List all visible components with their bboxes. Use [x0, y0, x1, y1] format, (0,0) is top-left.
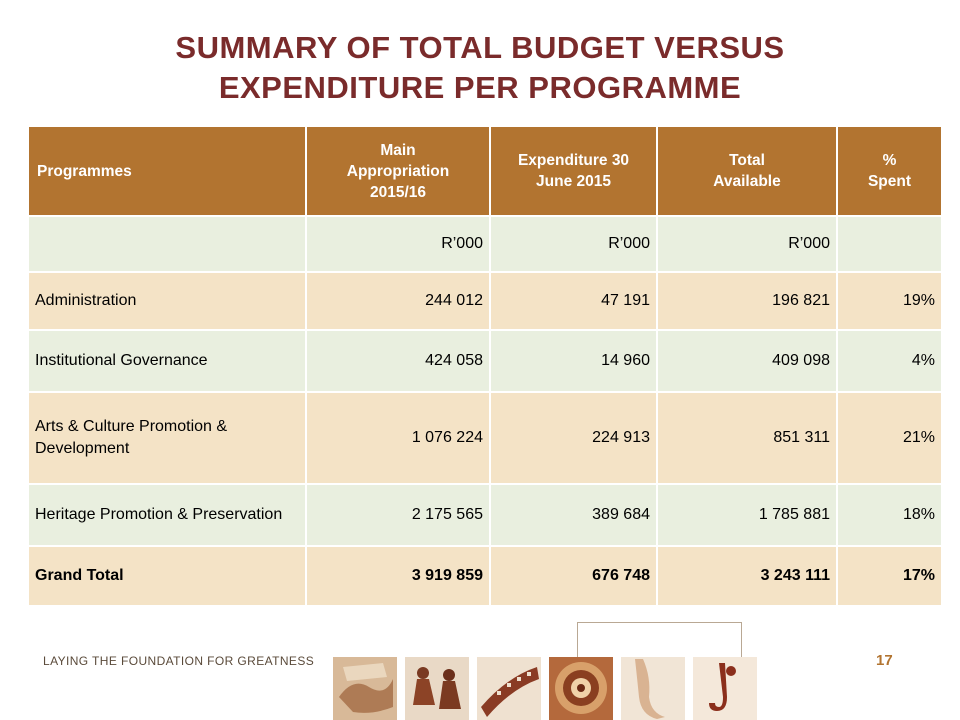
- programme-name: Institutional Governance: [27, 329, 307, 393]
- page-title: SUMMARY OF TOTAL BUDGET VERSUS EXPENDITU…: [0, 28, 960, 108]
- expenditure-value: 389 684: [489, 483, 658, 547]
- header-expenditure: Expenditure 30 June 2015: [489, 125, 658, 217]
- table-row: Institutional Governance 424 058 14 960 …: [27, 329, 943, 393]
- main-appropriation-value: 244 012: [305, 271, 491, 331]
- header-main-appropriation: Main Appropriation 2015/16: [305, 125, 491, 217]
- hands-photo: [333, 657, 397, 720]
- pct-spent-value: 19%: [836, 271, 943, 331]
- units-row: R’000 R’000 R’000: [27, 215, 943, 273]
- pct-spent-total: 17%: [836, 545, 943, 607]
- table-row: Heritage Promotion & Preservation 2 175 …: [27, 483, 943, 547]
- unit-cell: R’000: [489, 215, 658, 273]
- saxophone-photo: [693, 657, 757, 720]
- total-available-value: 409 098: [656, 329, 838, 393]
- dancers-photo: [405, 657, 469, 720]
- header-total-available: Total Available: [656, 125, 838, 217]
- pct-spent-value: 18%: [836, 483, 943, 547]
- expenditure-value: 47 191: [489, 271, 658, 331]
- header-row: Programmes Main Appropriation 2015/16 Ex…: [27, 125, 943, 217]
- footer-tagline: LAYING THE FOUNDATION FOR GREATNESS: [43, 654, 315, 668]
- frame-line: [577, 622, 741, 623]
- unit-cell: [27, 215, 307, 273]
- main-appropriation-value: 424 058: [305, 329, 491, 393]
- unit-cell: [836, 215, 943, 273]
- expenditure-value: 224 913: [489, 391, 658, 485]
- photo-strip: [333, 622, 773, 720]
- title-line-2: EXPENDITURE PER PROGRAMME: [218, 70, 742, 105]
- grand-total-row: Grand Total 3 919 859 676 748 3 243 111 …: [27, 545, 943, 607]
- header-pct-spent: % Spent: [836, 125, 943, 217]
- unit-cell: R’000: [305, 215, 491, 273]
- main-appropriation-total: 3 919 859: [305, 545, 491, 607]
- programme-name: Grand Total: [27, 545, 307, 607]
- unit-cell: R’000: [656, 215, 838, 273]
- table-row: Arts & Culture Promotion & Development 1…: [27, 391, 943, 485]
- total-available-value: 851 311: [656, 391, 838, 485]
- main-appropriation-value: 1 076 224: [305, 391, 491, 485]
- expenditure-total: 676 748: [489, 545, 658, 607]
- total-available-value: 196 821: [656, 271, 838, 331]
- frame-line: [741, 622, 742, 657]
- beadwork-photo: [549, 657, 613, 720]
- film-reel-photo: [477, 657, 541, 720]
- title-line-1: SUMMARY OF TOTAL BUDGET VERSUS: [175, 30, 785, 65]
- programme-name: Arts & Culture Promotion & Development: [27, 391, 307, 485]
- total-available-total: 3 243 111: [656, 545, 838, 607]
- table-row: Administration 244 012 47 191 196 821 19…: [27, 271, 943, 331]
- expenditure-value: 14 960: [489, 329, 658, 393]
- ballet-shoe-photo: [621, 657, 685, 720]
- budget-table: Programmes Main Appropriation 2015/16 Ex…: [27, 125, 943, 607]
- frame-line: [577, 622, 578, 657]
- header-programmes: Programmes: [27, 125, 307, 217]
- programme-name: Administration: [27, 271, 307, 331]
- page-number: 17: [876, 652, 893, 669]
- pct-spent-value: 4%: [836, 329, 943, 393]
- main-appropriation-value: 2 175 565: [305, 483, 491, 547]
- pct-spent-value: 21%: [836, 391, 943, 485]
- programme-name: Heritage Promotion & Preservation: [27, 483, 307, 547]
- total-available-value: 1 785 881: [656, 483, 838, 547]
